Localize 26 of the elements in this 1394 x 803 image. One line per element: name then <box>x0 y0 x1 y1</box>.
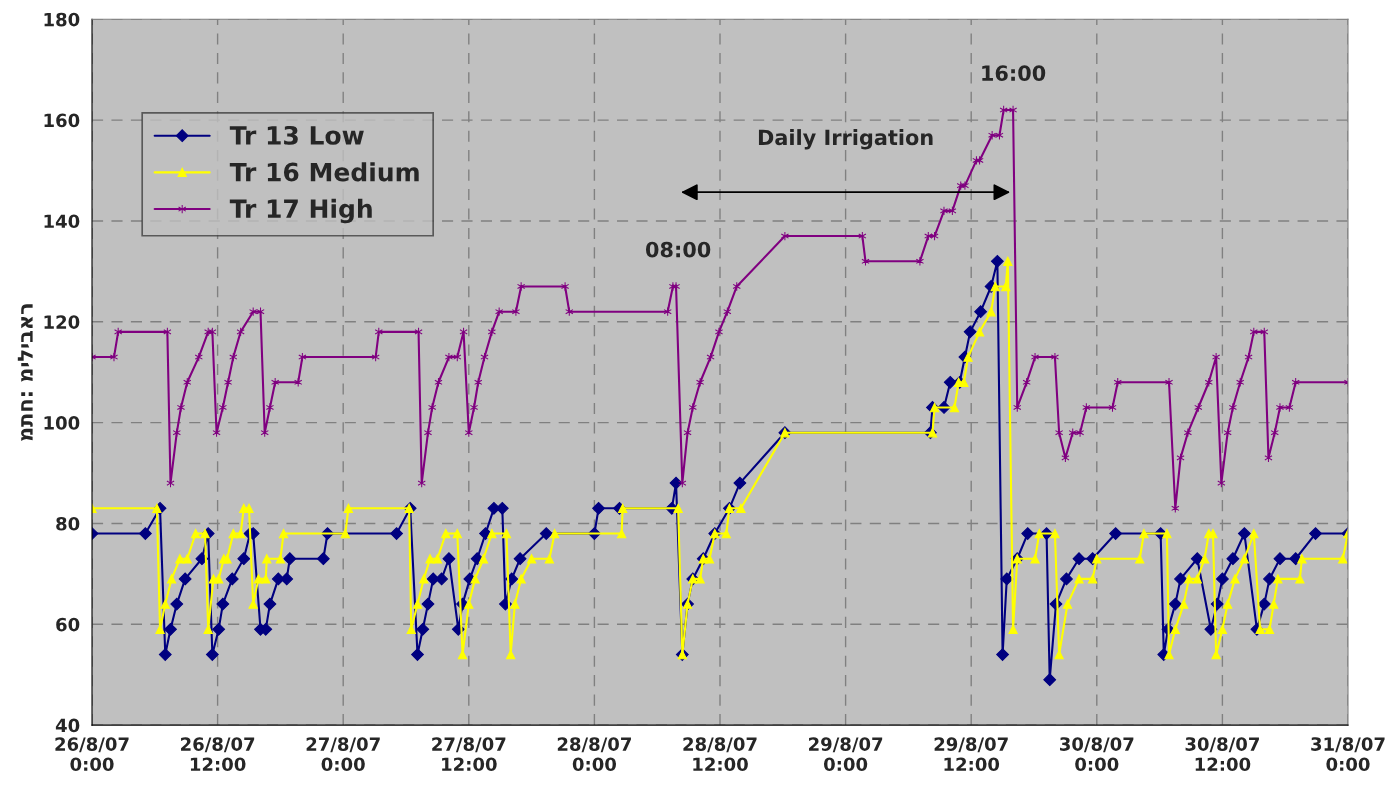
x-tick-label: 27/8/07 0:00 <box>306 737 380 772</box>
x-tick-label: 28/8/07 12:00 <box>683 737 757 772</box>
y-tick-label: 40 <box>55 718 80 733</box>
x-tick-label: 28/8/07 0:00 <box>557 737 631 772</box>
annotation: Daily Irrigation <box>758 129 933 150</box>
x-tick-label: 29/8/07 0:00 <box>809 737 883 772</box>
legend-label: Tr 17 High <box>229 198 372 224</box>
x-tick-label: 26/8/07 12:00 <box>181 737 255 772</box>
y-tick-label: 140 <box>44 214 80 229</box>
x-tick-label: 30/8/07 0:00 <box>1060 737 1134 772</box>
annotation: 08:00 <box>645 241 711 258</box>
y-tick-label: 80 <box>56 516 80 531</box>
x-tick-label: 30/8/07 12:00 <box>1185 737 1259 772</box>
x-tick-label: 26/8/07 0:00 <box>55 737 129 772</box>
x-tick-label: 31/8/07 0:00 <box>1311 737 1385 772</box>
legend-label: Tr 13 Low <box>229 125 364 145</box>
y-tick-label: 180 <box>44 12 80 27</box>
legend-label: Tr 16 Medium <box>229 162 419 182</box>
y-tick-label: 160 <box>44 113 80 128</box>
x-tick-label: 27/8/07 12:00 <box>432 737 506 772</box>
y-axis-title: מתח: מיליבאר <box>17 304 33 442</box>
y-tick-label: 120 <box>44 315 80 329</box>
y-tick-label: 100 <box>44 416 80 430</box>
annotation: 16:00 <box>982 65 1046 81</box>
x-tick-label: 29/8/07 12:00 <box>934 737 1008 772</box>
y-tick-label: 60 <box>56 617 80 632</box>
